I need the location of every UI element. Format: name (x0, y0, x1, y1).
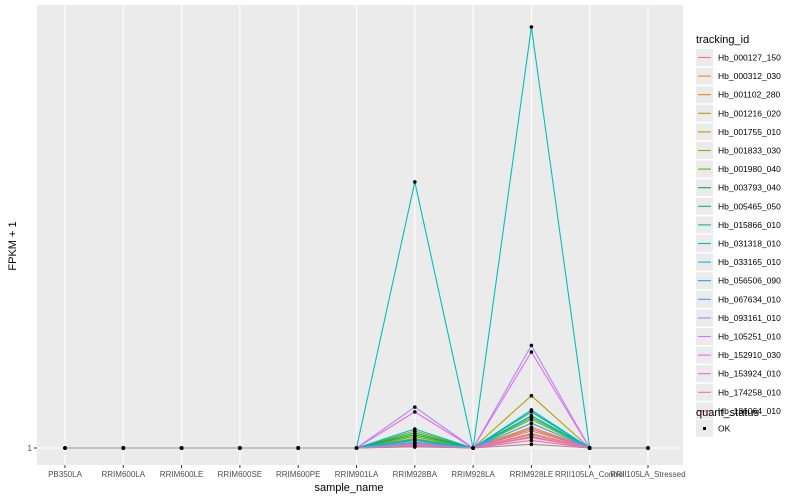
data-points (63, 25, 650, 450)
plot-panel (37, 5, 683, 465)
data-point (529, 393, 534, 398)
x-tick-label: RRIM928LE (510, 470, 554, 479)
x-tick-label: RRIM600LA (102, 470, 146, 479)
data-point (529, 421, 534, 426)
data-point (529, 442, 534, 446)
legend-item-label: Hb_067634_010 (718, 294, 781, 304)
x-axis: PB350LA RRIM600LA RRIM600LE RRIM600SE RRIM60… (48, 465, 686, 479)
x-tick-label: PB350LA (48, 470, 82, 479)
data-point (354, 446, 359, 450)
data-point (413, 410, 417, 414)
x-tick-label: RRII105LA_Control (555, 470, 625, 479)
data-point (529, 415, 534, 420)
data-point (529, 427, 534, 431)
legend-item-label: Hb_001102_280 (718, 90, 781, 100)
y-axis-title: FPKM + 1 (7, 221, 19, 270)
data-point (529, 350, 534, 354)
data-point (529, 25, 534, 29)
legend-item-label: Hb_152910_030 (718, 350, 781, 360)
panel-background (37, 5, 683, 465)
data-point (529, 343, 534, 348)
x-tick-label: RRIM600PE (276, 470, 320, 479)
legend-item-label: Hb_001216_020 (718, 108, 781, 118)
shape-legend-title: quant_status (696, 407, 759, 419)
legend-item-label: Hb_000127_150 (718, 53, 781, 63)
legend-item-label: Hb_003793_040 (718, 183, 781, 193)
data-point (179, 446, 184, 450)
data-point (63, 446, 67, 450)
legend: tracking_id Hb_000127_150 Hb_000312_030 Hb_… (696, 34, 781, 437)
data-point (529, 435, 534, 440)
data-point (413, 405, 417, 409)
legend-item-label: Hb_153924_010 (718, 369, 781, 379)
legend-item-label: Hb_001755_010 (718, 127, 781, 137)
legend-item-label: Hb_031318_010 (718, 239, 781, 249)
data-point (413, 437, 417, 442)
legend-item-label: Hb_186064_010 (718, 406, 781, 416)
legend-item-label: Hb_005465_050 (718, 201, 781, 211)
data-point (529, 432, 534, 437)
data-point (296, 446, 301, 450)
legend-title: tracking_id (696, 34, 749, 46)
data-point (529, 438, 534, 443)
data-point (238, 446, 242, 450)
data-point (587, 446, 592, 450)
data-point (413, 430, 417, 435)
x-tick-label: RRII105LA_Stressed (610, 470, 685, 479)
x-tick-label: RRIM600SE (218, 470, 262, 479)
y-tick-label: 1 (28, 444, 33, 453)
data-point (413, 444, 417, 448)
x-tick-label: RRIM928BA (393, 470, 438, 479)
data-point (413, 180, 417, 184)
data-point (121, 446, 126, 450)
legend-item-label: Hb_174258_010 (718, 387, 781, 397)
legend-item-label: Hb_001980_040 (718, 164, 781, 174)
x-tick-label: RRIM600LE (160, 470, 204, 479)
shape-legend-point (703, 427, 706, 430)
data-point (529, 408, 534, 412)
legend-item-label: Hb_093161_010 (718, 313, 781, 323)
y-axis: 1 (28, 444, 37, 453)
legend-item-label: Hb_000312_030 (718, 71, 781, 81)
legend-item-label: Hb_033165_010 (718, 257, 781, 267)
legend-item-label: Hb_001833_030 (718, 146, 781, 156)
legend-item-label: Hb_015866_010 (718, 220, 781, 230)
x-tick-label: RRIM928LA (451, 470, 495, 479)
legend-item-label: Hb_056506_090 (718, 276, 781, 286)
data-point (413, 427, 417, 431)
data-point (471, 446, 475, 450)
x-tick-label: RRIM901LA (335, 470, 379, 479)
legend-item-label: Hb_105251_010 (718, 332, 781, 342)
x-axis-title: sample_name (314, 482, 383, 494)
data-point (646, 446, 650, 450)
shape-legend-label: OK (718, 424, 731, 434)
